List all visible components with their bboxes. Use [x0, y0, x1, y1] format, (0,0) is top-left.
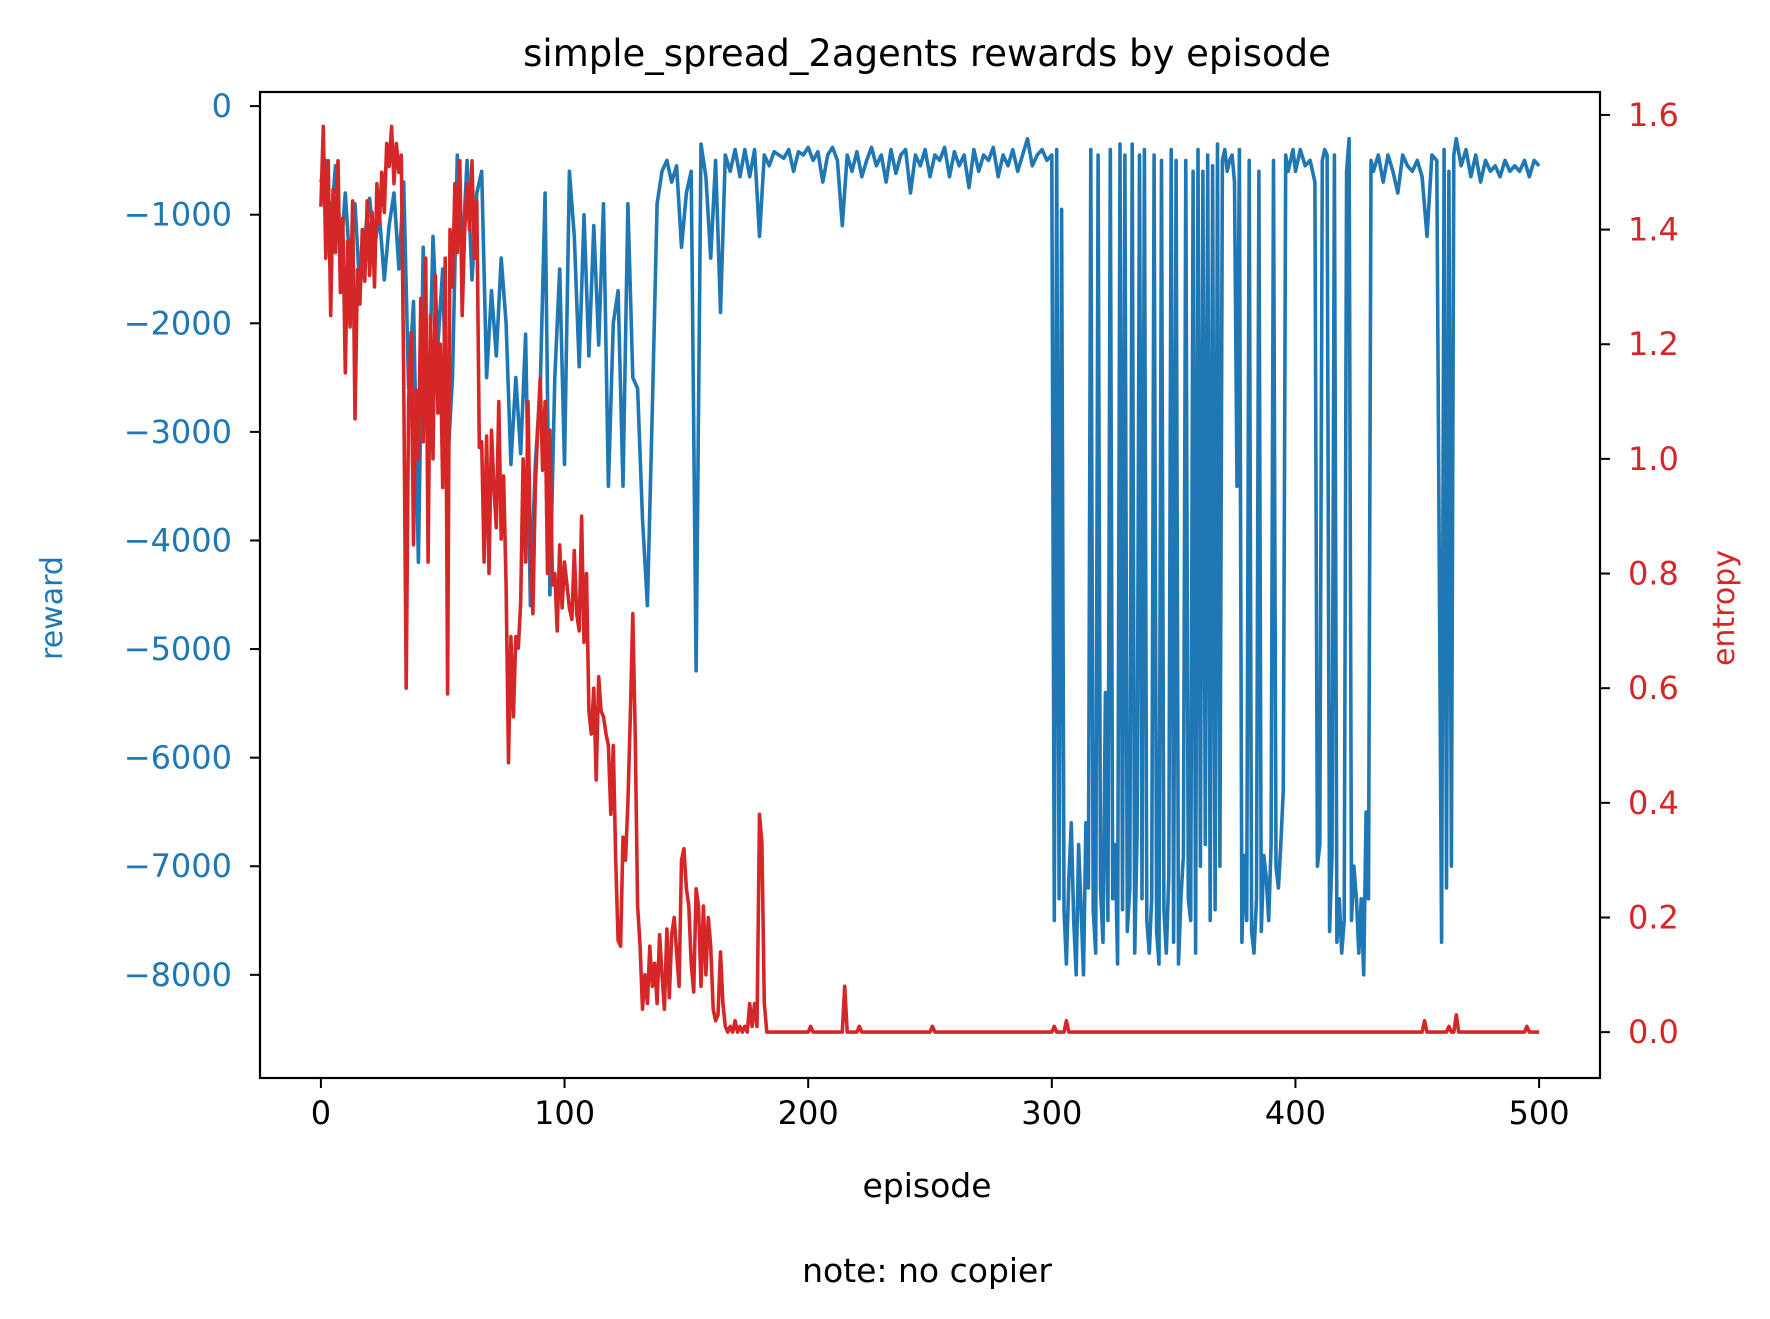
- left-axis: 0 −1000 −2000 −3000 −4000 −5000 −6000 −7000 −800…: [124, 87, 260, 994]
- series-line-left: [319, 136, 1541, 977]
- right-tick-label: 1.2: [1628, 325, 1679, 363]
- left-tick-label: −7000: [124, 847, 232, 885]
- right-tick-label: 0.4: [1628, 784, 1679, 822]
- right-tick-label: 1.6: [1628, 96, 1679, 134]
- right-tick-label: 1.4: [1628, 211, 1679, 249]
- right-tick-label: 0.6: [1628, 669, 1679, 707]
- left-tick-label: −6000: [124, 739, 232, 777]
- x-tick-label: 300: [1021, 1094, 1082, 1132]
- x-axis-label: episode: [862, 1166, 991, 1205]
- left-tick-label: 0: [212, 87, 232, 125]
- right-tick-label: 0.2: [1628, 898, 1679, 936]
- left-tick-label: −8000: [124, 956, 232, 994]
- left-tick-label: −5000: [124, 630, 232, 668]
- x-tick-label: 500: [1509, 1094, 1570, 1132]
- x-tick-label: 0: [311, 1094, 331, 1132]
- right-tick-label: 0.0: [1628, 1013, 1679, 1051]
- chart-note: note: no copier: [802, 1251, 1052, 1290]
- right-axis-label: entropy: [1707, 550, 1742, 666]
- series-line-right: [319, 124, 1540, 1034]
- left-axis-label: reward: [35, 556, 70, 660]
- left-tick-label: −3000: [124, 413, 232, 451]
- right-tick-label: 0.8: [1628, 555, 1679, 593]
- plot-area: [258, 90, 1602, 1080]
- x-tick-label: 100: [534, 1094, 595, 1132]
- x-tick-label: 200: [778, 1094, 839, 1132]
- left-tick-label: −2000: [124, 304, 232, 342]
- x-axis: 0 100 200 300 400 500: [311, 1078, 1570, 1132]
- plot-frame: [258, 90, 1602, 1080]
- chart-title: simple_spread_2agents rewards by episode: [523, 32, 1331, 75]
- x-tick-label: 400: [1265, 1094, 1326, 1132]
- right-axis: 0.0 0.2 0.4 0.6 0.8 1.0 1.2 1.4 1.6: [1600, 96, 1679, 1051]
- series-layer: [319, 124, 1541, 1034]
- right-tick-label: 1.0: [1628, 440, 1679, 478]
- left-tick-label: −4000: [124, 521, 232, 559]
- left-tick-label: −1000: [124, 196, 232, 234]
